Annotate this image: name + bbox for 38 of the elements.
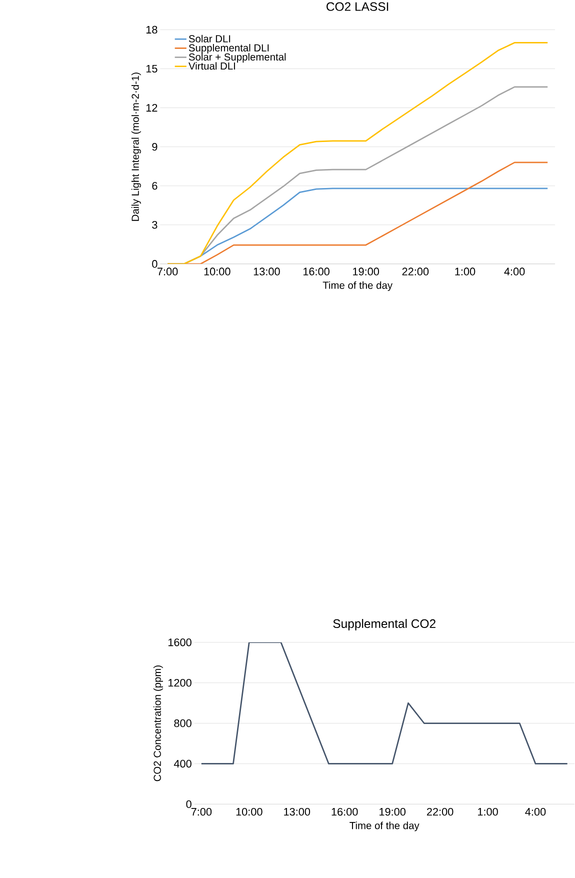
legend-label: Supplemental DLI	[189, 44, 269, 54]
x-tick-label: 16:00	[332, 808, 358, 816]
x-tick-label: 10:00	[236, 808, 262, 816]
x-tick-label: 1:00	[455, 268, 476, 276]
y-axis-title: Daily Light Integral (mol·m-2·d-1)	[132, 72, 142, 221]
y-tick-label: 800	[174, 719, 192, 728]
x-tick-label: 1:00	[478, 808, 498, 816]
x-tick-label: 10:00	[204, 268, 230, 276]
x-tick-label: 7:00	[192, 808, 212, 816]
x-tick-label: 19:00	[380, 808, 406, 816]
chart-title: Supplemental CO2	[333, 618, 436, 630]
x-tick-label: 13:00	[254, 268, 280, 276]
y-tick-label: 1600	[168, 638, 192, 646]
x-tick-label: 16:00	[304, 268, 330, 276]
x-axis-title: Time of the day	[322, 281, 393, 291]
legend-label: Solar DLI	[189, 34, 230, 42]
y-tick-label: 18	[146, 26, 158, 34]
y-tick-label: 12	[146, 104, 158, 112]
y-tick-label: 9	[152, 142, 158, 151]
y-tick-label: 1200	[168, 678, 192, 687]
y-tick-label: 0	[152, 260, 158, 268]
x-tick-label: 4:00	[525, 808, 546, 816]
x-tick-label: 4:00	[504, 268, 525, 276]
legend-label: Virtual DLI	[188, 62, 236, 70]
y-axis-title: CO2 Concentration (ppm)	[154, 666, 164, 782]
x-tick-label: 22:00	[402, 268, 429, 276]
y-tick-label: 3	[152, 221, 158, 229]
y-tick-label: 400	[174, 760, 192, 768]
legend-label: Solar + Supplemental	[189, 53, 286, 63]
y-tick-label: 0	[186, 800, 192, 808]
x-tick-label: 13:00	[284, 808, 310, 816]
y-tick-label: 15	[146, 64, 158, 73]
y-tick-label: 6	[152, 182, 158, 190]
x-tick-label: 7:00	[158, 268, 178, 276]
x-axis-title: Time of the day	[350, 822, 420, 832]
x-tick-label: 19:00	[353, 268, 380, 276]
x-tick-label: 22:00	[427, 808, 454, 816]
chart-title: CO2 LASSI	[326, 2, 388, 11]
